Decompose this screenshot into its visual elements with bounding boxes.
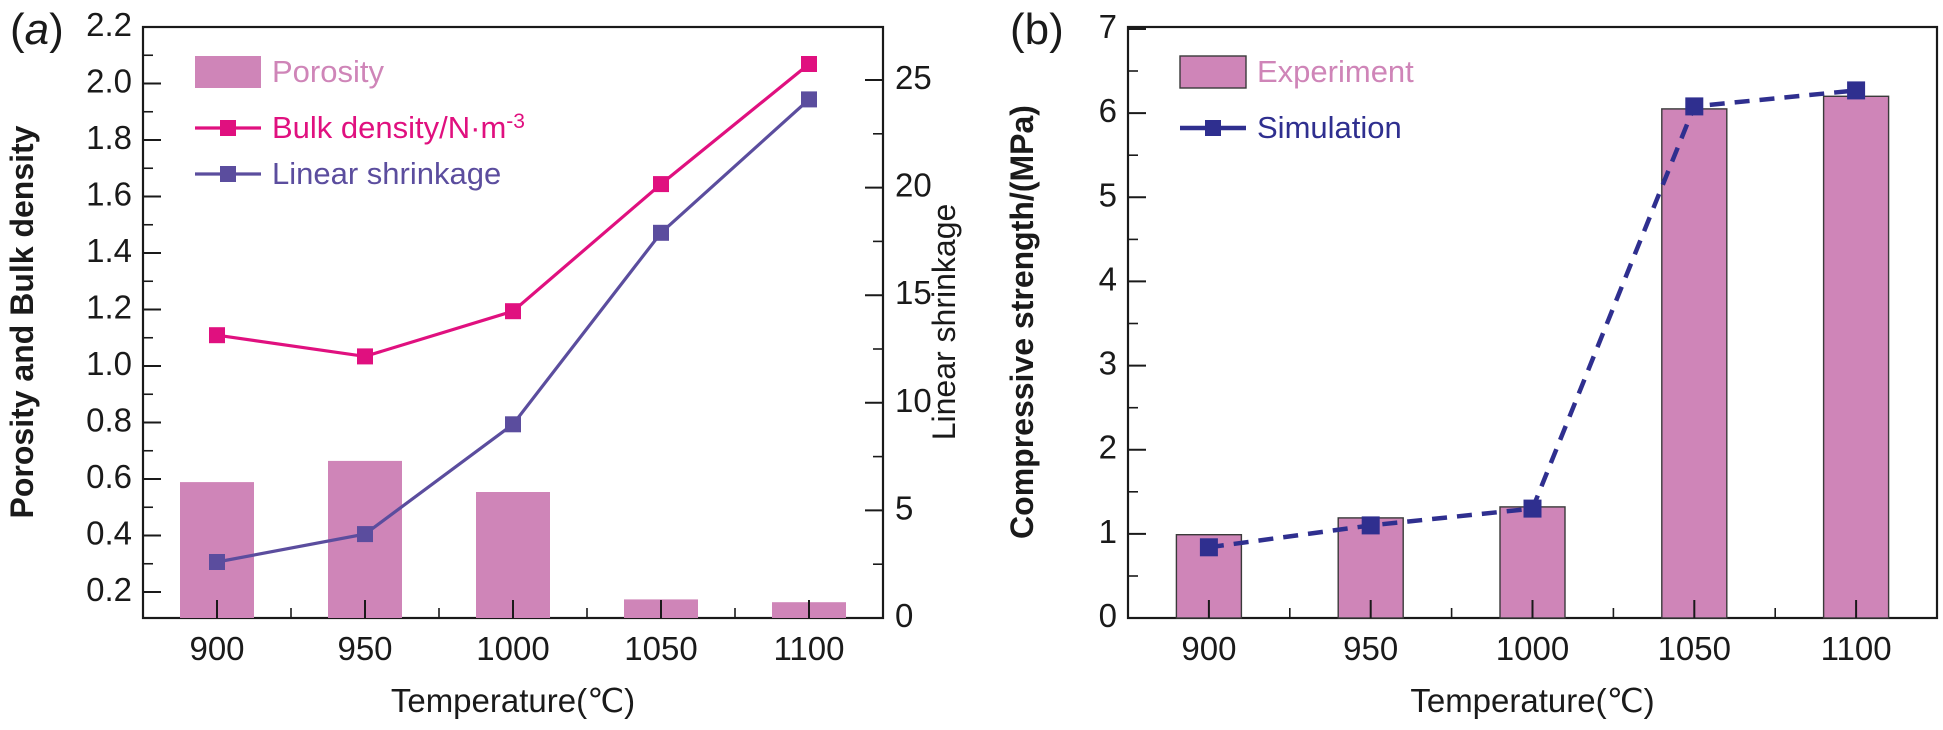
svg-text:1.0: 1.0 <box>86 345 132 382</box>
svg-text:6: 6 <box>1099 92 1117 129</box>
svg-text:1100: 1100 <box>774 630 845 667</box>
svg-text:950: 950 <box>1343 630 1398 667</box>
svg-text:0.2: 0.2 <box>86 571 132 608</box>
svg-text:4: 4 <box>1099 260 1117 297</box>
svg-text:1.2: 1.2 <box>86 289 132 326</box>
svg-text:Temperature(℃): Temperature(℃) <box>391 682 635 719</box>
svg-text:Temperature(℃): Temperature(℃) <box>1410 682 1654 719</box>
svg-text:Compressive strength/(MPa): Compressive strength/(MPa) <box>1004 105 1040 539</box>
svg-text:0: 0 <box>895 597 913 634</box>
svg-text:25: 25 <box>895 59 932 96</box>
svg-text:900: 900 <box>189 630 244 667</box>
svg-text:Bulk density/N·m-3: Bulk density/N·m-3 <box>272 110 525 145</box>
svg-text:1: 1 <box>1099 513 1117 550</box>
svg-text:0.6: 0.6 <box>86 458 132 495</box>
svg-text:5: 5 <box>895 489 913 526</box>
svg-text:(a): (a) <box>10 5 64 54</box>
svg-text:2.2: 2.2 <box>86 6 132 43</box>
svg-text:Linear shrinkage: Linear shrinkage <box>926 204 962 441</box>
svg-text:1100: 1100 <box>1821 630 1892 667</box>
svg-text:7: 7 <box>1099 8 1117 45</box>
svg-text:Porosity: Porosity <box>272 54 384 89</box>
svg-text:1000: 1000 <box>1496 630 1569 667</box>
svg-text:900: 900 <box>1181 630 1236 667</box>
svg-text:0.8: 0.8 <box>86 402 132 439</box>
svg-text:Linear shrinkage: Linear shrinkage <box>272 156 501 191</box>
svg-text:0.4: 0.4 <box>86 515 132 552</box>
svg-text:Simulation: Simulation <box>1257 110 1402 145</box>
svg-text:1.6: 1.6 <box>86 176 132 213</box>
svg-text:1.4: 1.4 <box>86 232 132 269</box>
svg-text:(b): (b) <box>1010 5 1064 54</box>
svg-text:3: 3 <box>1099 345 1117 382</box>
svg-text:0: 0 <box>1099 597 1117 634</box>
svg-text:950: 950 <box>337 630 392 667</box>
svg-text:2: 2 <box>1099 429 1117 466</box>
svg-text:1050: 1050 <box>624 630 697 667</box>
svg-text:5: 5 <box>1099 176 1117 213</box>
svg-text:1.8: 1.8 <box>86 119 132 156</box>
svg-text:1000: 1000 <box>476 630 549 667</box>
svg-text:20: 20 <box>895 167 932 204</box>
svg-text:2.0: 2.0 <box>86 63 132 100</box>
svg-text:1050: 1050 <box>1658 630 1731 667</box>
svg-text:Porosity and Bulk density: Porosity and Bulk density <box>4 125 40 518</box>
svg-text:Experiment: Experiment <box>1257 54 1414 89</box>
